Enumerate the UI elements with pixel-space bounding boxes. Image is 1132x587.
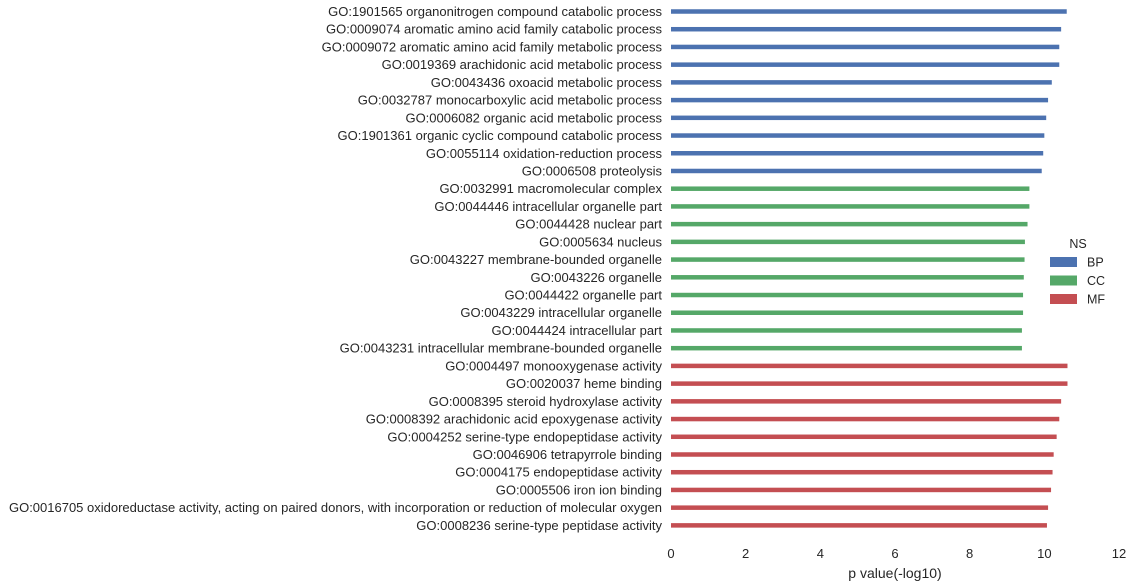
category-label: GO:0008395 steroid hydroxylase activity bbox=[429, 394, 663, 409]
legend-swatch-cc bbox=[1050, 275, 1077, 286]
bar-bp bbox=[671, 97, 1049, 103]
bar-cc bbox=[671, 186, 1030, 191]
category-label: GO:0004175 endopeptidase activity bbox=[455, 465, 662, 480]
bar-cc bbox=[671, 257, 1025, 262]
category-label: GO:0043226 organelle bbox=[530, 270, 662, 285]
category-label: GO:0043227 membrane-bounded organelle bbox=[410, 252, 662, 267]
x-tick-label: 4 bbox=[817, 546, 824, 561]
category-labels: GO:1901565 organonitrogen compound catab… bbox=[9, 4, 663, 533]
category-label: GO:0005634 nucleus bbox=[539, 234, 662, 249]
x-tick-label: 0 bbox=[667, 546, 674, 561]
x-tick-label: 2 bbox=[742, 546, 749, 561]
x-axis-label: p value(-log10) bbox=[848, 565, 941, 581]
category-label: GO:0055114 oxidation-reduction process bbox=[426, 146, 663, 161]
legend-swatch-bp bbox=[1050, 257, 1077, 267]
x-tick-label: 6 bbox=[891, 546, 898, 561]
category-label: GO:0032787 monocarboxylic acid metabolic… bbox=[358, 93, 663, 108]
bar-cc bbox=[671, 328, 1022, 333]
bar-mf bbox=[671, 452, 1054, 457]
category-label: GO:0009072 aromatic amino acid family me… bbox=[322, 39, 663, 54]
bar-mf bbox=[671, 487, 1052, 493]
category-label: GO:0044446 intracellular organelle part bbox=[434, 199, 662, 214]
bar-mf bbox=[671, 523, 1047, 528]
x-axis: 0 2 4 6 8 10 12 bbox=[667, 546, 1126, 561]
category-label: GO:0043436 oxoacid metabolic process bbox=[431, 75, 663, 90]
category-label: GO:0046906 tetrapyrrole binding bbox=[473, 447, 662, 462]
legend-label-mf: MF bbox=[1087, 293, 1105, 307]
category-label: GO:0044424 intracellular part bbox=[491, 323, 662, 338]
category-label: GO:0009074 aromatic amino acid family ca… bbox=[326, 22, 662, 37]
x-tick-label: 12 bbox=[1112, 546, 1126, 561]
category-label: GO:0006508 proteolysis bbox=[522, 163, 663, 178]
legend-title: NS bbox=[1069, 237, 1086, 251]
bar-mf bbox=[671, 469, 1053, 475]
category-label: GO:1901361 organic cyclic compound catab… bbox=[338, 128, 663, 143]
category-label: GO:0044428 nuclear part bbox=[515, 217, 662, 232]
bar-cc bbox=[671, 292, 1024, 298]
bar-bp bbox=[671, 151, 1044, 156]
category-label: GO:0008392 arachidonic acid epoxygenase … bbox=[366, 412, 663, 427]
category-label: GO:0004497 monooxygenase activity bbox=[445, 358, 662, 373]
bar-bp bbox=[671, 115, 1047, 121]
bar-bp bbox=[671, 9, 1067, 14]
x-tick-label: 10 bbox=[1037, 546, 1051, 561]
category-label: GO:0044422 organelle part bbox=[504, 288, 662, 303]
bar-cc bbox=[671, 310, 1024, 315]
bar-bp bbox=[671, 133, 1045, 138]
bar-mf bbox=[671, 416, 1060, 422]
bar-mf bbox=[671, 381, 1068, 386]
category-label: GO:0008236 serine-type peptidase activit… bbox=[416, 518, 662, 533]
bar-cc bbox=[671, 345, 1022, 351]
category-label: GO:1901565 organonitrogen compound catab… bbox=[328, 4, 662, 19]
bar-bp bbox=[671, 168, 1042, 174]
bar-cc bbox=[671, 221, 1028, 227]
bar-mf bbox=[671, 434, 1057, 440]
category-label: GO:0043229 intracellular organelle bbox=[460, 305, 662, 320]
category-label: GO:0043231 intracellular membrane-bounde… bbox=[340, 341, 662, 356]
legend-swatch-mf bbox=[1050, 294, 1077, 304]
bar-mf bbox=[671, 363, 1068, 369]
category-label: GO:0032991 macromolecular complex bbox=[439, 181, 662, 196]
category-label: GO:0005506 iron ion binding bbox=[496, 482, 662, 497]
category-label: GO:0006082 organic acid metabolic proces… bbox=[405, 110, 662, 125]
bar-cc bbox=[671, 275, 1024, 280]
bar-mf bbox=[671, 505, 1049, 510]
bar-bp bbox=[671, 80, 1052, 85]
bars-layer bbox=[671, 9, 1068, 528]
category-label: GO:0020037 heme binding bbox=[506, 376, 662, 391]
legend: NS BP CC MF bbox=[1050, 237, 1105, 307]
x-tick-label: 8 bbox=[966, 546, 973, 561]
bar-bp bbox=[671, 44, 1060, 50]
legend-label-cc: CC bbox=[1087, 274, 1105, 288]
bar-bp bbox=[671, 62, 1060, 67]
bar-cc bbox=[671, 204, 1030, 209]
legend-label-bp: BP bbox=[1087, 256, 1104, 270]
category-label: GO:0019369 arachidonic acid metabolic pr… bbox=[382, 57, 663, 72]
bar-cc bbox=[671, 239, 1025, 245]
bar-mf bbox=[671, 399, 1062, 404]
category-label: GO:0004252 serine-type endopeptidase act… bbox=[387, 429, 662, 444]
bar-bp bbox=[671, 26, 1062, 32]
category-label: GO:0016705 oxidoreductase activity, acti… bbox=[9, 500, 662, 515]
